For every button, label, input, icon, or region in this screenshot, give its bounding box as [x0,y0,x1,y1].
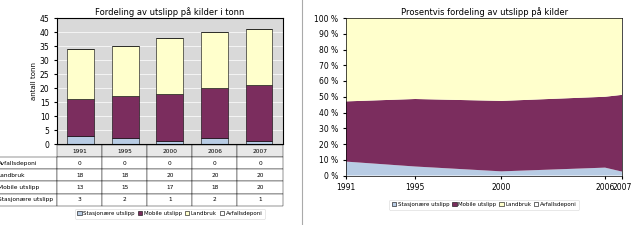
Bar [201,32,228,88]
Legend: Stasjonære utslipp, Mobile utslipp, Landbruk, Avfallsdeponi: Stasjonære utslipp, Mobile utslipp, Land… [389,200,579,209]
Bar [67,136,94,144]
Y-axis label: antall tonn: antall tonn [31,62,37,100]
Legend: Stasjonære utslipp, Mobile utslipp, Landbruk, Avfallsdeponi: Stasjonære utslipp, Mobile utslipp, Land… [75,209,265,218]
Bar [112,96,138,138]
Bar [201,88,228,138]
Title: Fordeling av utslipp på kilder i tonn: Fordeling av utslipp på kilder i tonn [95,7,244,17]
Title: Prosentvis fordeling av utslipp på kilder: Prosentvis fordeling av utslipp på kilde… [401,7,568,17]
Bar [156,141,184,144]
Bar [246,85,272,141]
Bar [112,138,138,144]
Bar [67,49,94,99]
Bar [156,38,184,94]
Bar [156,94,184,141]
Bar [67,99,94,136]
Bar [201,138,228,144]
Bar [112,46,138,96]
Bar [246,29,272,85]
Bar [246,141,272,144]
